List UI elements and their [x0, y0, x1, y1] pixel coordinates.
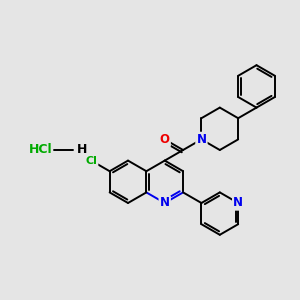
Text: N: N: [233, 196, 243, 209]
Text: H: H: [77, 143, 88, 157]
Text: Cl: Cl: [85, 156, 97, 166]
Text: N: N: [196, 133, 206, 146]
Text: O: O: [160, 133, 170, 146]
Text: HCl: HCl: [29, 143, 53, 157]
Text: N: N: [160, 196, 170, 209]
